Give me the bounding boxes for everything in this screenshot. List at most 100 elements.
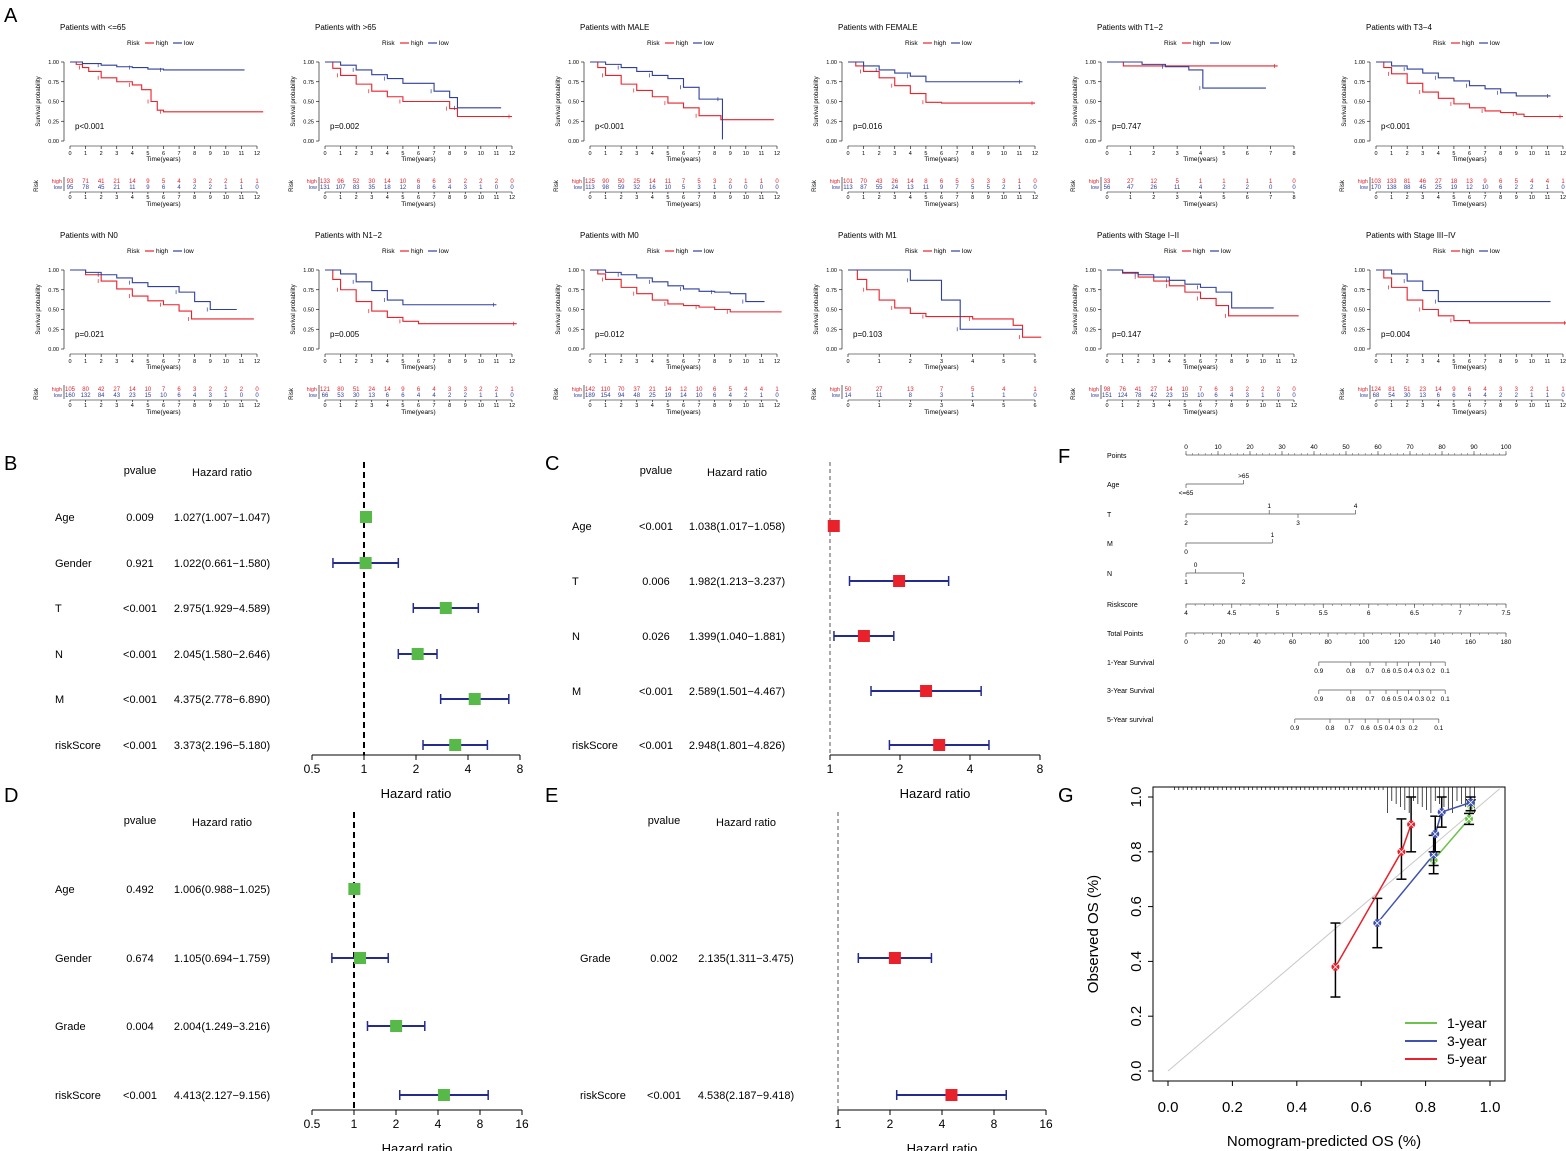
km-x-tick-label: 12 <box>509 359 515 365</box>
risk-count-low: 12 <box>400 185 407 191</box>
risk-x-tick-label: 3 <box>115 195 118 201</box>
forest-x-tick-label: 1 <box>361 762 368 776</box>
km-curve-high <box>1107 61 1278 67</box>
calibration-y-tick-label: 0.0 <box>1128 1061 1145 1082</box>
risk-count-high: 2 <box>209 387 213 393</box>
risk-count-high: 14 <box>1166 387 1173 393</box>
risk-count-high: 9 <box>1483 179 1487 185</box>
km-y-tick-label: 0.25 <box>303 119 314 125</box>
km-x-tick-label: 9 <box>987 151 990 157</box>
risk-count-high: 1 <box>1222 179 1226 185</box>
risk-count-high: 1 <box>1199 179 1203 185</box>
km-x-tick-label: 8 <box>448 359 451 365</box>
km-x-tick-label: 2 <box>878 151 881 157</box>
nomogram-tick-label: 0.7 <box>1345 725 1354 732</box>
risk-x-tick-label: 11 <box>239 403 245 409</box>
risk-count-high: 4 <box>432 387 436 393</box>
risk-count-high: 14 <box>907 179 914 185</box>
risk-count-high: 1 <box>1546 387 1550 393</box>
km-y-label: Survival probability <box>1342 284 1348 334</box>
km-x-tick-label: 2 <box>1406 359 1409 365</box>
risk-count-high: 6 <box>177 387 181 393</box>
km-x-tick-label: 10 <box>743 151 749 157</box>
risk-x-tick-label: 0 <box>323 403 326 409</box>
km-x-tick-label: 6 <box>162 151 165 157</box>
nomogram-tick-label: 100 <box>1358 639 1369 646</box>
risk-count-low: 132 <box>81 393 92 399</box>
nomogram-tick-label: 7.5 <box>1501 610 1510 617</box>
forest-hr-marker <box>411 648 424 660</box>
risk-count-high: 3 <box>464 387 468 393</box>
panel-letter-C: C <box>545 453 559 475</box>
km-curve-high <box>70 269 254 320</box>
km-legend-title: Risk <box>647 40 660 47</box>
risk-count-high: 8 <box>924 179 928 185</box>
km-x-tick-label: 6 <box>417 359 420 365</box>
nomogram-tick-label: 4 <box>1184 610 1188 617</box>
nomogram-tick-label: 60 <box>1374 444 1382 451</box>
risk-label-high: high <box>52 387 62 393</box>
forest-x-label: Hazard ratio <box>381 786 452 801</box>
km-x-tick-label: 6 <box>1199 359 1202 365</box>
forest-row-label: Age <box>572 521 592 533</box>
km-legend-title: Risk <box>382 248 395 255</box>
forest-x-tick-label: 4 <box>465 762 472 776</box>
forest-x-tick-label: 8 <box>517 762 524 776</box>
forest-row-hr: 2.975(1.929−4.589) <box>174 603 270 615</box>
nomogram-tick-label: 140 <box>1430 639 1441 646</box>
forest-hr-marker <box>390 1020 403 1032</box>
nomogram-tick-label: 0.3 <box>1415 696 1424 703</box>
km-y-tick-label: 0.25 <box>826 327 837 333</box>
risk-count-low: 78 <box>82 185 89 191</box>
forest-row-pvalue: 0.026 <box>642 631 670 643</box>
risk-count-low: 25 <box>649 393 656 399</box>
km-x-tick-label: 1 <box>84 151 87 157</box>
risk-x-label: Time(years) <box>1183 201 1217 208</box>
risk-count-low: 3 <box>209 393 213 399</box>
risk-count-high: 125 <box>585 179 596 185</box>
risk-count-low: 4 <box>1483 393 1487 399</box>
risk-x-tick-label: 6 <box>162 403 165 409</box>
risk-count-low: 0 <box>1269 185 1273 191</box>
forest-row-label: M <box>572 686 581 698</box>
forest-x-tick-label: 4 <box>939 1117 946 1131</box>
km-legend-low: low <box>439 248 449 255</box>
risk-count-high: 5 <box>955 179 959 185</box>
km-pvalue: p<0.001 <box>75 122 105 131</box>
km-y-tick-label: 0.25 <box>568 327 579 333</box>
risk-count-low: 4 <box>193 393 197 399</box>
forest-header-pvalue: pvalue <box>648 815 680 827</box>
nomogram-tick-label: 3 <box>1296 520 1300 527</box>
km-y-tick-label: 0.00 <box>826 139 837 145</box>
risk-count-high: 7 <box>162 387 166 393</box>
nomogram-tick-label: 0.5 <box>1393 696 1402 703</box>
km-x-tick-label: 12 <box>1291 359 1297 365</box>
risk-x-tick-label: 5 <box>146 195 149 201</box>
km-y-tick-label: 0.75 <box>1085 288 1096 294</box>
km-x-tick-label: 5 <box>146 359 149 365</box>
risk-x-tick-label: 8 <box>713 403 716 409</box>
km-pvalue: p=0.002 <box>330 122 360 131</box>
risk-count-high: 14 <box>129 387 136 393</box>
km-legend-high: high <box>676 248 689 255</box>
km-y-tick-label: 1.00 <box>1085 60 1096 66</box>
forest-row-label: T <box>572 576 579 588</box>
nomogram-tick-label: 0 <box>1184 444 1188 451</box>
forest-row-label: Grade <box>55 1021 86 1033</box>
risk-count-low: 10 <box>696 393 703 399</box>
nomogram-tick-label: 0.7 <box>1365 696 1374 703</box>
forest-header-pvalue: pvalue <box>124 465 156 477</box>
km-pvalue: p<0.001 <box>595 122 625 131</box>
risk-count-high: 50 <box>618 179 625 185</box>
risk-x-tick-label: 1 <box>84 195 87 201</box>
risk-x-label: Time(years) <box>146 201 180 208</box>
risk-x-tick-label: 7 <box>956 195 959 201</box>
km-y-tick-label: 0.75 <box>568 288 579 294</box>
km-x-tick-label: 8 <box>448 151 451 157</box>
panel-letter-A: A <box>4 5 18 27</box>
calibration-x-tick-label: 0.2 <box>1222 1099 1243 1116</box>
km-x-tick-label: 3 <box>893 151 896 157</box>
risk-count-low: 23 <box>129 393 136 399</box>
km-y-tick-label: 0.50 <box>826 100 837 106</box>
